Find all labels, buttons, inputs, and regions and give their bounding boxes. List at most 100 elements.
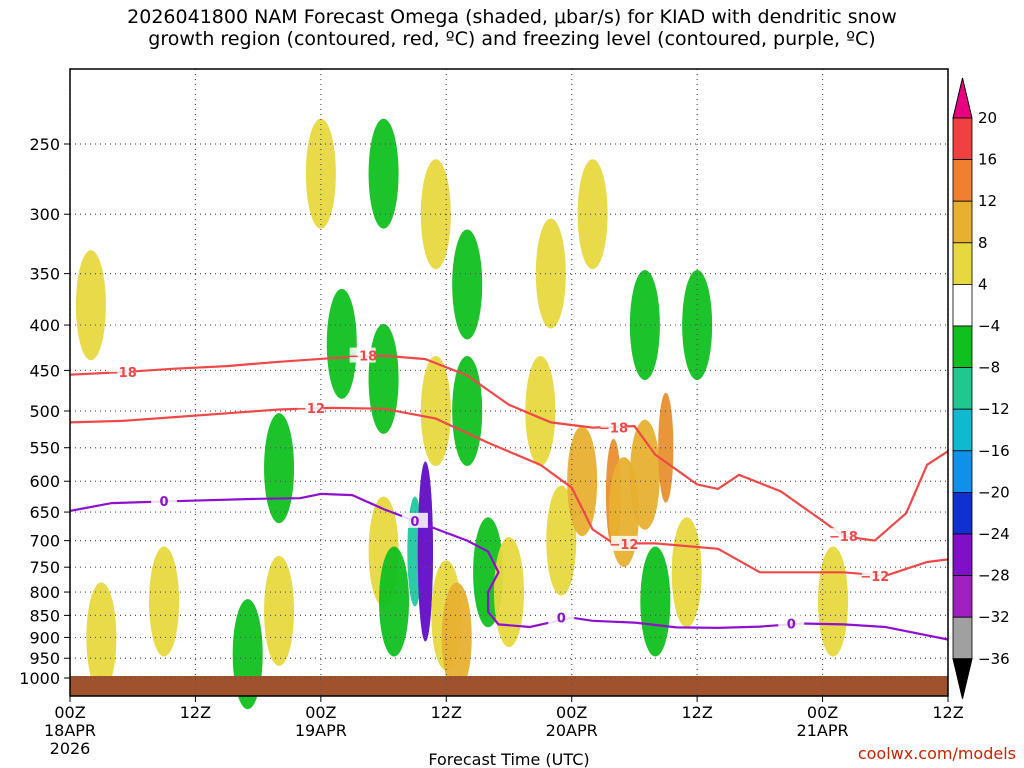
colorbar-swatch — [952, 408, 973, 452]
contours: −18 −18 −18 −18 −12 −12 −12 0 0 0 0 — [69, 347, 949, 641]
contour-label: −18 — [599, 422, 628, 437]
colorbar-swatch — [952, 159, 973, 202]
contour-label-bg — [610, 535, 637, 551]
x-tick-label: 00Z — [556, 703, 587, 722]
colorbar-label: 16 — [978, 151, 997, 169]
colorbar-label: −16 — [978, 442, 1010, 460]
colorbar-label: −8 — [978, 359, 1000, 377]
contour-label: −18 — [348, 350, 377, 365]
x-tick-date: 20APR — [546, 721, 598, 740]
colorbar-label: −36 — [978, 650, 1010, 668]
credit-link[interactable]: coolwx.com/models — [857, 744, 1016, 763]
y-axis: 250 300 350 400 450 500 550 600 650 700 750 800 850 9… — [19, 135, 70, 688]
omega-blob — [368, 118, 399, 229]
y-tick-label: 750 — [29, 558, 60, 577]
y-tick-label: 850 — [29, 606, 60, 625]
colorbar-label: −20 — [978, 483, 1010, 501]
contour-label-bg — [297, 399, 324, 415]
y-tick-label: 500 — [29, 402, 60, 421]
omega-blob — [149, 546, 180, 657]
contour-label-bg — [349, 347, 376, 363]
contour-label: 0 — [410, 515, 419, 530]
omega-blob — [640, 546, 671, 657]
colorbar-swatch — [952, 616, 973, 660]
title-line-2: growth region (contoured, red, ºC) and f… — [148, 28, 876, 50]
contour-label: −12 — [296, 402, 325, 417]
contour-label-bg — [861, 567, 888, 583]
contour-label-bg — [109, 364, 136, 380]
colorbar-label: 12 — [978, 192, 997, 210]
plot-frame — [69, 68, 949, 697]
omega-blob — [305, 118, 336, 229]
colorbar-swatch — [952, 450, 973, 493]
omega-blob — [264, 555, 295, 666]
omega-blob — [368, 323, 399, 434]
omega-blob — [629, 419, 660, 530]
omega-blob — [818, 546, 849, 657]
contour-label: −12 — [609, 538, 638, 553]
chart-title: 2026041800 NAM Forecast Omega (shaded, μ… — [0, 6, 1024, 50]
y-tick-label: 350 — [29, 265, 60, 284]
colorbar: 20 16 12 8 4 −4 −8 −12 −16 −20 −24 −28 −32 −36 — [952, 77, 1010, 699]
colorbar-swatch — [952, 117, 973, 160]
y-tick-label: 1000 — [19, 669, 60, 688]
colorbar-bottom-arrow — [952, 658, 973, 699]
y-tick-label: 900 — [29, 628, 60, 647]
contour-label: −18 — [829, 530, 858, 545]
y-tick-label: 250 — [29, 135, 60, 154]
omega-blob — [452, 356, 483, 466]
colorbar-swatch — [952, 491, 973, 535]
omega-blob — [567, 426, 598, 537]
contour-label: 0 — [787, 617, 796, 632]
title-line-1: 2026041800 NAM Forecast Omega (shaded, μ… — [127, 6, 897, 28]
omega-blob — [546, 485, 577, 596]
y-tick-label: 950 — [29, 649, 60, 668]
colorbar-swatch — [952, 283, 973, 327]
x-axis-label: Forecast Time (UTC) — [428, 750, 589, 768]
x-tick-label: 00Z — [305, 703, 336, 722]
contour-label-bg — [830, 528, 857, 544]
x-tick-date: 18APR — [44, 721, 96, 740]
colorbar-label: −24 — [978, 525, 1010, 543]
contour-label-bg — [778, 615, 805, 631]
omega-blob — [629, 270, 660, 381]
contour-label: 0 — [557, 612, 566, 627]
omega-blob — [494, 537, 524, 648]
y-tick-label: 550 — [29, 439, 60, 458]
colorbar-swatch — [952, 242, 973, 285]
x-tick-label: 00Z — [807, 703, 838, 722]
contour-label-bg — [401, 512, 428, 528]
x-tick-date: 19APR — [295, 721, 347, 740]
omega-blob — [379, 546, 410, 657]
y-tick-label: 650 — [29, 503, 60, 522]
colorbar-label: 8 — [978, 234, 988, 252]
omega-blob — [326, 288, 357, 399]
colorbar-label: −32 — [978, 608, 1010, 626]
omega-blob — [75, 250, 106, 361]
x-tick-label: 12Z — [180, 703, 211, 722]
colorbar-swatch — [952, 533, 973, 576]
contour-label: −18 — [108, 366, 137, 381]
x-tick-label: 12Z — [431, 703, 462, 722]
colorbar-swatch — [952, 367, 973, 410]
colorbar-label: −12 — [978, 400, 1010, 418]
contour-label-bg — [548, 609, 575, 625]
ground-surface — [70, 676, 948, 696]
omega-blob — [417, 461, 433, 642]
contour-label: −12 — [860, 570, 889, 585]
colorbar-label: 20 — [978, 109, 997, 127]
x-tick-year: 2026 — [50, 739, 91, 758]
colorbar-swatch — [952, 325, 973, 368]
contour-line — [69, 406, 949, 577]
colorbar-top-arrow — [952, 77, 973, 119]
x-tick-label: 00Z — [54, 703, 85, 722]
y-tick-label: 700 — [29, 532, 60, 551]
omega-shading — [75, 118, 849, 710]
colorbar-label: −4 — [978, 317, 1000, 335]
contour-label-bg — [600, 419, 627, 435]
colorbar-swatch — [952, 575, 973, 618]
omega-blob — [441, 582, 472, 693]
y-tick-label: 600 — [29, 472, 60, 491]
